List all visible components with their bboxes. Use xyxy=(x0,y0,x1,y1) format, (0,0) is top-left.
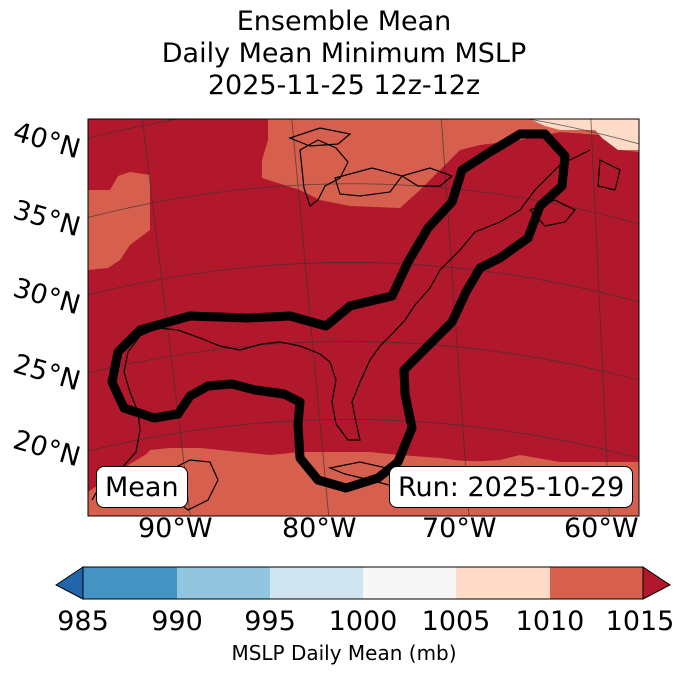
colorbar-segment-985 xyxy=(83,567,177,599)
colorbar-tick-1010: 1010 xyxy=(515,606,585,637)
lon-label-90w: 90°W xyxy=(138,513,213,544)
colorbar-tick-1015: 1015 xyxy=(605,606,675,637)
map-frame xyxy=(87,118,640,517)
colorbar xyxy=(55,566,671,600)
colorbar-extend-high xyxy=(642,566,671,600)
coastlines xyxy=(91,127,621,511)
lon-label-70w: 70°W xyxy=(422,513,497,544)
colorbar-tick-985: 985 xyxy=(57,606,109,637)
title-line-2: Daily Mean Minimum MSLP xyxy=(161,38,527,69)
colorbar-segment-990 xyxy=(177,567,270,599)
lon-label-60w: 60°W xyxy=(564,513,639,544)
colorbar-segment-995 xyxy=(270,567,363,599)
pressure-contour xyxy=(107,129,570,493)
colorbar-tick-995: 995 xyxy=(244,606,296,637)
core-pressure-region xyxy=(88,119,639,500)
colorbar-segment-1000 xyxy=(363,567,456,599)
title-line-3: 2025-11-25 12z-12z xyxy=(207,70,481,101)
colorbar-tick-990: 990 xyxy=(151,606,203,637)
run-date-label-box: Run: 2025-10-29 xyxy=(389,466,634,508)
mean-label-box: Mean xyxy=(96,466,188,508)
colorbar-tick-1000: 1000 xyxy=(328,606,398,637)
title-line-1: Ensemble Mean xyxy=(236,6,452,37)
colorbar-label: MSLP Daily Mean (mb) xyxy=(231,641,457,665)
colorbar-segment-1010 xyxy=(550,567,643,599)
outer-pressure-region-west xyxy=(88,172,150,270)
lon-label-80w: 80°W xyxy=(282,513,357,544)
colorbar-segment-1005 xyxy=(456,567,550,599)
colorbar-frame xyxy=(82,566,644,600)
colorbar-tick-1005: 1005 xyxy=(421,606,491,637)
light-pressure-region xyxy=(530,119,639,150)
colorbar-extend-low xyxy=(55,566,84,600)
